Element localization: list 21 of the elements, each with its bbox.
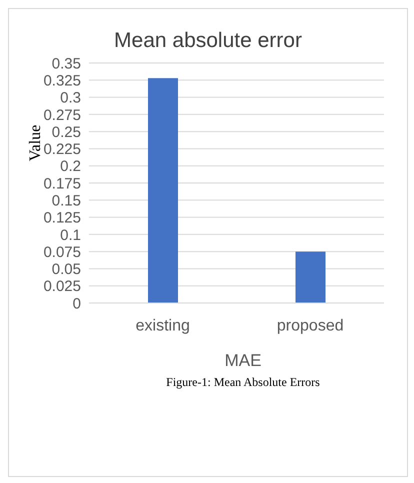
text: Figure-1: Mean Absolute Errors xyxy=(165,375,321,390)
y-tick-label: 0.275 xyxy=(43,106,81,124)
y-tick-label: 0.2 xyxy=(60,158,81,176)
y-tick-label: 0 xyxy=(72,295,81,312)
y-tick-label: 0.1 xyxy=(60,226,81,244)
y-tick-label: 0.175 xyxy=(43,175,81,192)
y-tick-label: 0.125 xyxy=(43,210,81,227)
x-tick-label: existing xyxy=(136,317,190,334)
y-tick-label: 0.35 xyxy=(52,55,81,72)
y-tick-label: 0.3 xyxy=(60,90,81,107)
x-axis-title: MAE xyxy=(224,351,262,371)
y-tick-label: 0.15 xyxy=(52,192,81,210)
y-tick-label: 0.25 xyxy=(52,124,81,141)
y-tick-label: 0.025 xyxy=(43,278,81,296)
x-tick-label: proposed xyxy=(276,317,344,334)
y-axis-title: Value xyxy=(27,124,44,164)
y-tick-label: 0.225 xyxy=(43,141,81,158)
chart-title: Mean absolute error xyxy=(113,29,303,53)
y-tick-label: 0.05 xyxy=(52,261,81,278)
y-tick-label: 0.325 xyxy=(43,72,81,90)
y-tick-label: 0.075 xyxy=(43,244,81,261)
